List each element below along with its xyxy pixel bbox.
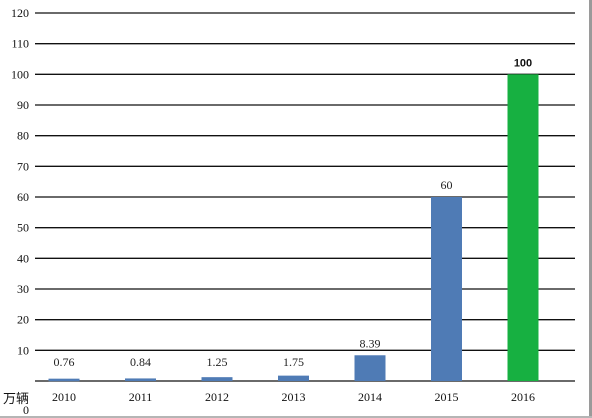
bar-2016 xyxy=(507,74,539,381)
y-tick-label-120: 120 xyxy=(11,6,29,20)
frame-bottom-edge xyxy=(0,416,592,418)
bar-2014 xyxy=(354,355,386,381)
data-label-2011: 0.84 xyxy=(130,355,151,369)
y-tick-label-80: 80 xyxy=(17,129,29,143)
gridlines xyxy=(35,12,575,382)
data-label-2012: 1.25 xyxy=(207,355,228,369)
y-axis-tick-labels: 10 20 30 40 50 60 70 80 90 100 110 120 0 xyxy=(11,6,29,417)
y-tick-label-70: 70 xyxy=(17,159,29,173)
y-tick-label-50: 50 xyxy=(17,221,29,235)
bar-2011 xyxy=(125,378,156,381)
x-tick-label-2012: 2012 xyxy=(205,390,229,404)
data-label-2010: 0.76 xyxy=(54,355,75,369)
y-tick-label-100: 100 xyxy=(11,67,29,81)
x-tick-label-2015: 2015 xyxy=(435,390,459,404)
frame-right-edge xyxy=(589,0,592,418)
data-label-2015: 60 xyxy=(441,178,453,192)
bar-2010 xyxy=(48,378,80,382)
bars xyxy=(48,74,539,382)
data-labels: 0.76 0.84 1.25 1.75 8.39 60 100 xyxy=(54,57,533,369)
data-label-2014: 8.39 xyxy=(360,336,381,350)
bar-2015 xyxy=(431,197,462,381)
y-tick-label-20: 20 xyxy=(17,313,29,327)
y-tick-label-0: 0 xyxy=(23,403,29,417)
data-label-2013: 1.75 xyxy=(283,355,304,369)
x-tick-label-2011: 2011 xyxy=(129,390,153,404)
bar-2012 xyxy=(201,377,233,381)
bar-2013 xyxy=(278,375,309,381)
y-tick-label-60: 60 xyxy=(17,190,29,204)
x-axis-tick-labels: 2010 2011 2012 2013 2014 2015 2016 xyxy=(52,390,535,404)
unit-label: 万辆 xyxy=(3,392,29,407)
y-tick-label-10: 10 xyxy=(17,343,29,357)
x-tick-label-2014: 2014 xyxy=(358,390,382,404)
y-tick-label-40: 40 xyxy=(17,251,29,265)
x-tick-label-2010: 2010 xyxy=(52,390,76,404)
x-tick-label-2013: 2013 xyxy=(282,390,306,404)
y-tick-label-90: 90 xyxy=(17,98,29,112)
data-label-2016: 100 xyxy=(514,57,532,69)
y-tick-label-110: 110 xyxy=(11,37,29,51)
x-tick-label-2016: 2016 xyxy=(511,390,535,404)
y-tick-label-30: 30 xyxy=(17,282,29,296)
